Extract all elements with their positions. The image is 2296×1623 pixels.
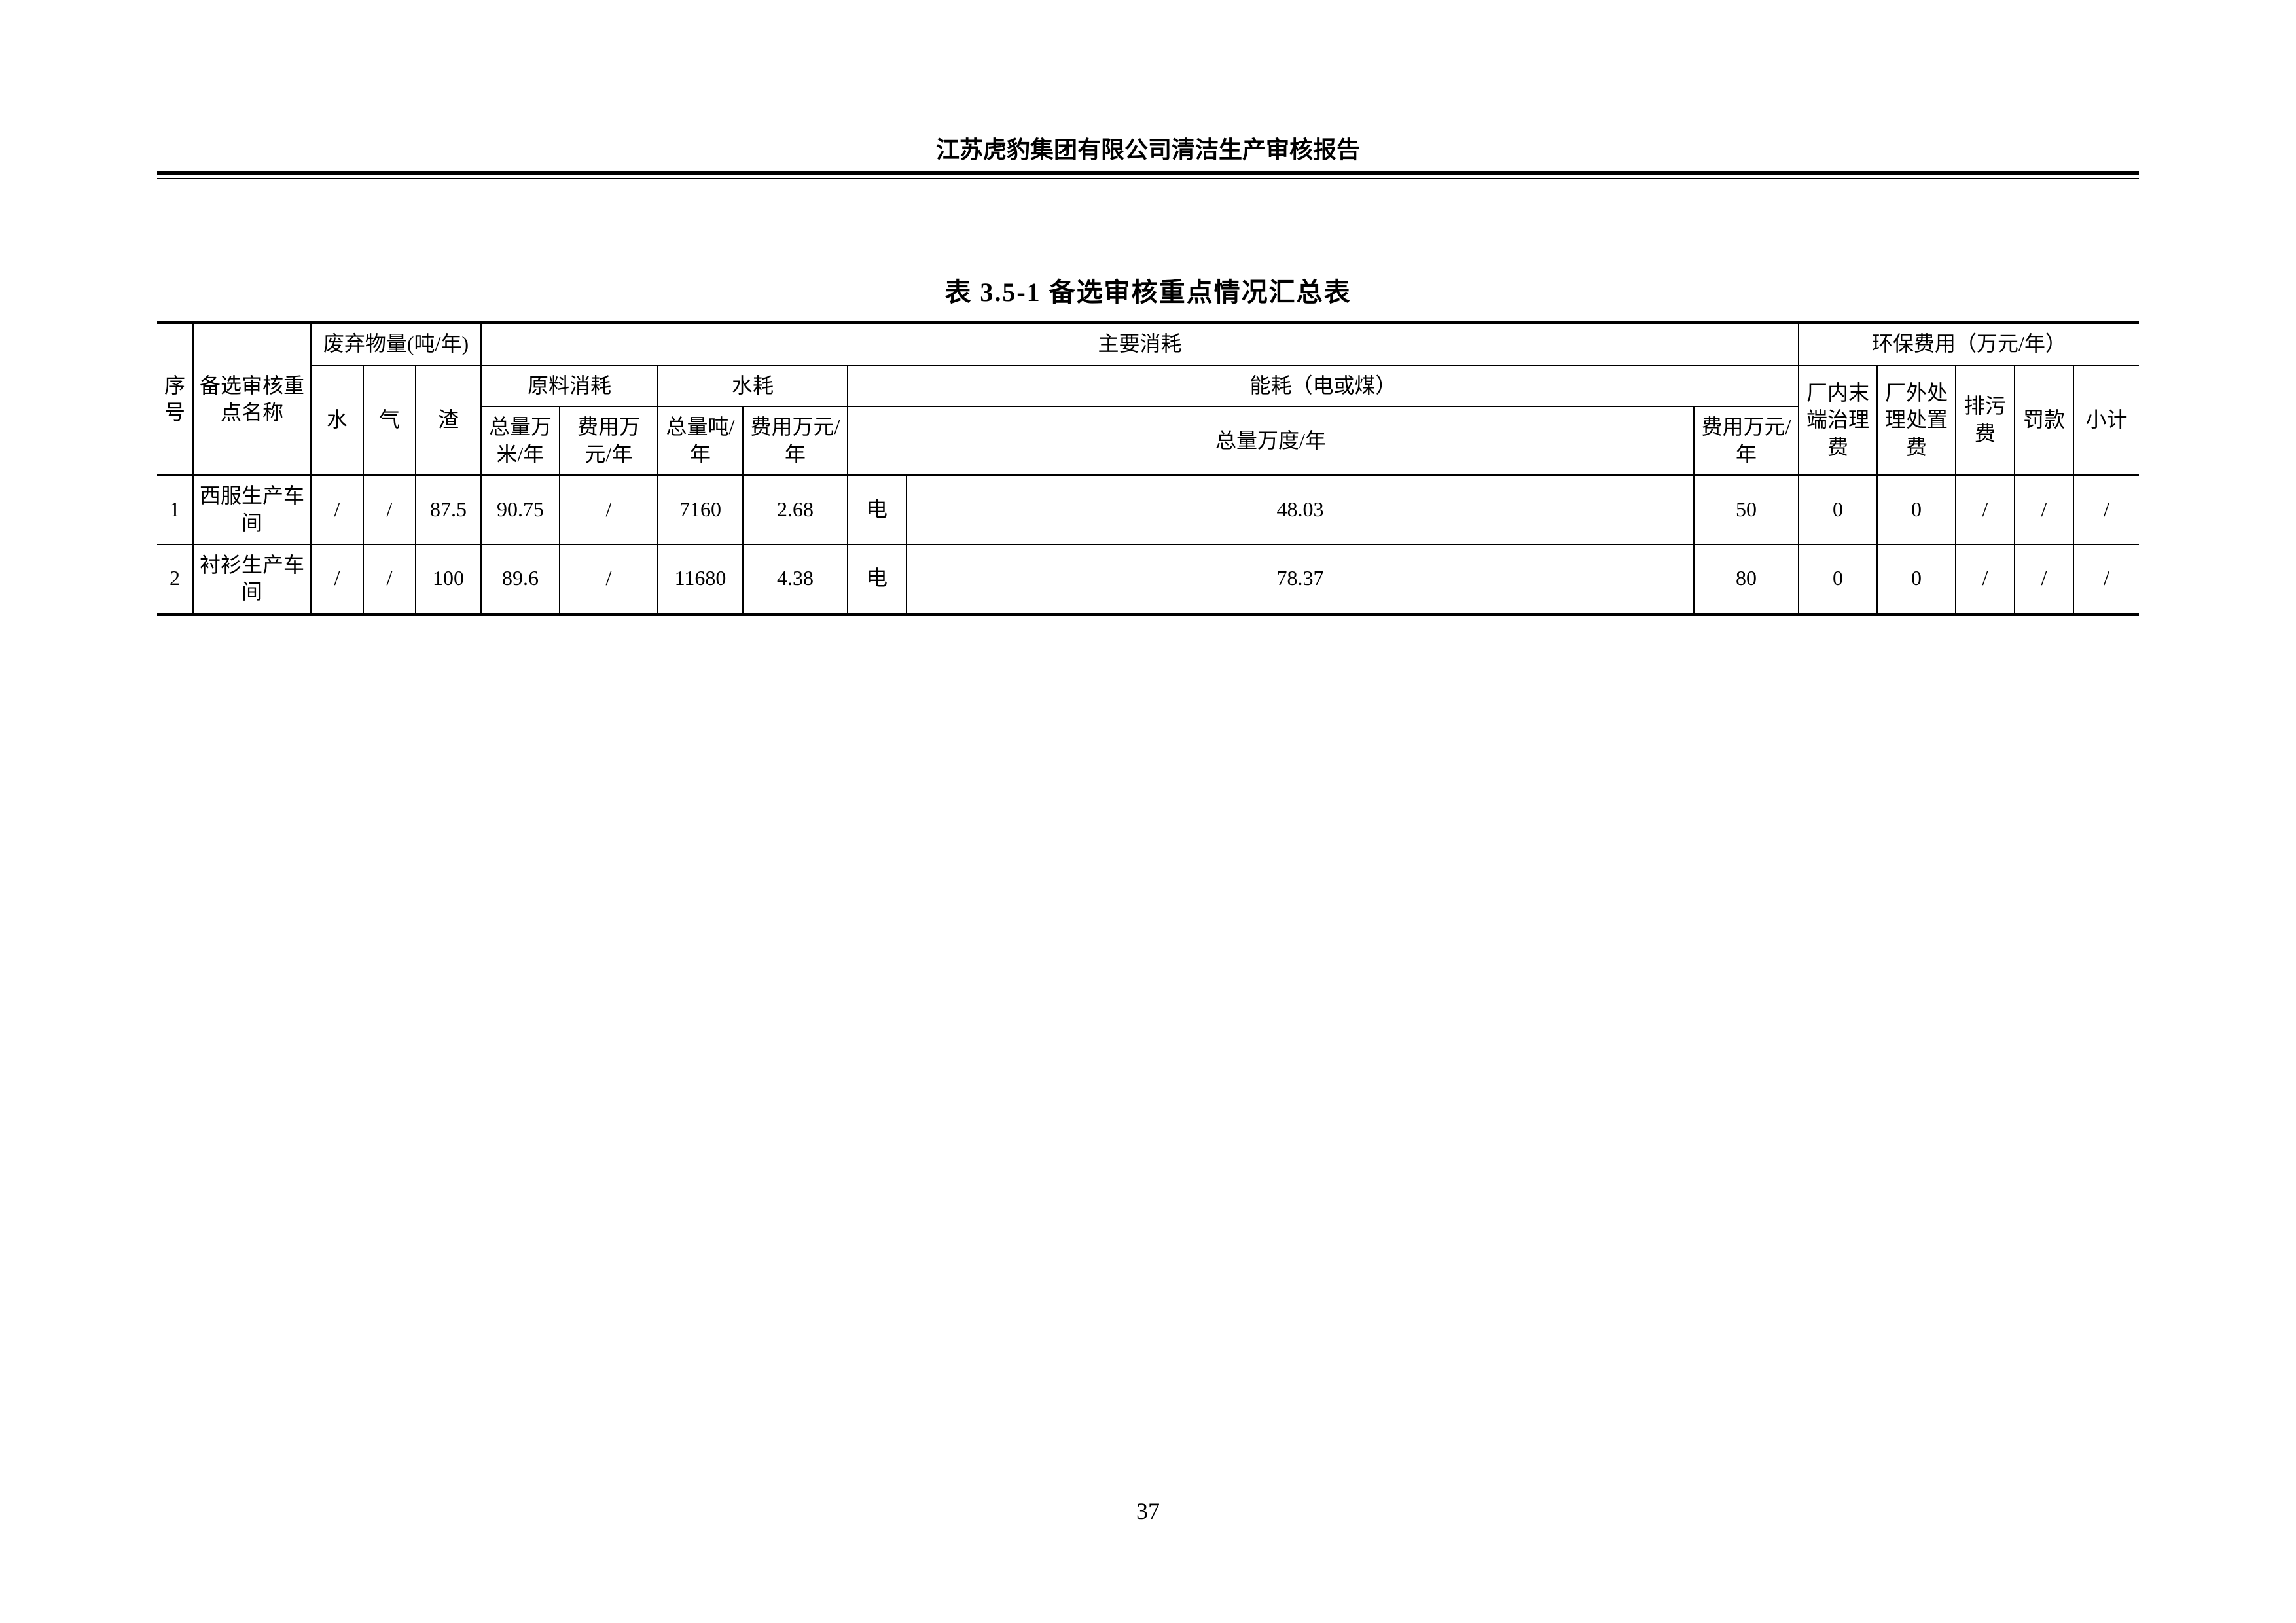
col-env-cost: 环保费用（万元/年） [1799, 323, 2139, 365]
cell-energy-type: 电 [848, 475, 906, 544]
col-discharge-fee: 排污费 [1956, 365, 2015, 476]
col-water-total: 总量吨/年 [658, 406, 743, 475]
cell-energy-cost: 80 [1694, 544, 1799, 615]
cell-energy-type: 电 [848, 544, 906, 615]
col-energy-cost: 费用万元/年 [1694, 406, 1799, 475]
col-waste-gas: 气 [363, 365, 416, 476]
cell-waste-slag: 87.5 [416, 475, 481, 544]
cell-penalty: / [2015, 544, 2073, 615]
col-internal-end: 厂内末端治理费 [1799, 365, 1877, 476]
table-row: 1 西服生产车间 / / 87.5 90.75 / 7160 2.68 电 48… [157, 475, 2139, 544]
col-raw-cost: 费用万元/年 [560, 406, 658, 475]
col-waste-water: 水 [311, 365, 363, 476]
col-energy-consumption: 能耗（电或煤） [848, 365, 1799, 407]
cell-waste-slag: 100 [416, 544, 481, 615]
cell-waste-gas: / [363, 544, 416, 615]
col-external: 厂外处理处置费 [1877, 365, 1956, 476]
cell-name: 衬衫生产车间 [193, 544, 311, 615]
cell-internal-end: 0 [1799, 475, 1877, 544]
cell-raw-cost: / [560, 544, 658, 615]
cell-energy-total: 48.03 [906, 475, 1694, 544]
col-water-cost: 费用万元/年 [743, 406, 848, 475]
cell-seq: 1 [157, 475, 193, 544]
cell-water-total: 11680 [658, 544, 743, 615]
col-raw-consumption: 原料消耗 [481, 365, 658, 407]
cell-water-total: 7160 [658, 475, 743, 544]
table-title: 表 3.5-1 备选审核重点情况汇总表 [157, 271, 2139, 309]
cell-waste-water: / [311, 475, 363, 544]
cell-name: 西服生产车间 [193, 475, 311, 544]
cell-external: 0 [1877, 475, 1956, 544]
cell-subtotal: / [2073, 475, 2139, 544]
col-main-consumption: 主要消耗 [481, 323, 1799, 365]
page-container: 江苏虎豹集团有限公司清洁生产审核报告 表 3.5-1 备选审核重点情况汇总表 序… [0, 0, 2296, 1623]
cell-subtotal: / [2073, 544, 2139, 615]
cell-energy-total: 78.37 [906, 544, 1694, 615]
cell-penalty: / [2015, 475, 2073, 544]
col-water-consumption: 水耗 [658, 365, 848, 407]
col-waste-slag: 渣 [416, 365, 481, 476]
col-waste-header: 废弃物量(吨/年) [311, 323, 481, 365]
col-penalty: 罚款 [2015, 365, 2073, 476]
table-row: 2 衬衫生产车间 / / 100 89.6 / 11680 4.38 电 78.… [157, 544, 2139, 615]
col-energy-total: 总量万度/年 [848, 406, 1694, 475]
col-raw-total: 总量万米/年 [481, 406, 560, 475]
cell-energy-cost: 50 [1694, 475, 1799, 544]
cell-waste-water: / [311, 544, 363, 615]
cell-internal-end: 0 [1799, 544, 1877, 615]
cell-raw-cost: / [560, 475, 658, 544]
cell-raw-total: 90.75 [481, 475, 560, 544]
cell-discharge-fee: / [1956, 475, 2015, 544]
summary-table: 序号 备选审核重点名称 废弃物量(吨/年) 主要消耗 环保费用（万元/年） 水 … [157, 321, 2139, 616]
col-name: 备选审核重点名称 [193, 323, 311, 476]
header-underline [157, 177, 2139, 179]
col-subtotal: 小计 [2073, 365, 2139, 476]
cell-discharge-fee: / [1956, 544, 2015, 615]
cell-seq: 2 [157, 544, 193, 615]
document-header: 江苏虎豹集团有限公司清洁生产审核报告 [157, 131, 2139, 175]
cell-water-cost: 4.38 [743, 544, 848, 615]
cell-raw-total: 89.6 [481, 544, 560, 615]
cell-water-cost: 2.68 [743, 475, 848, 544]
page-number: 37 [0, 1497, 2296, 1525]
cell-external: 0 [1877, 544, 1956, 615]
cell-waste-gas: / [363, 475, 416, 544]
col-seq: 序号 [157, 323, 193, 476]
